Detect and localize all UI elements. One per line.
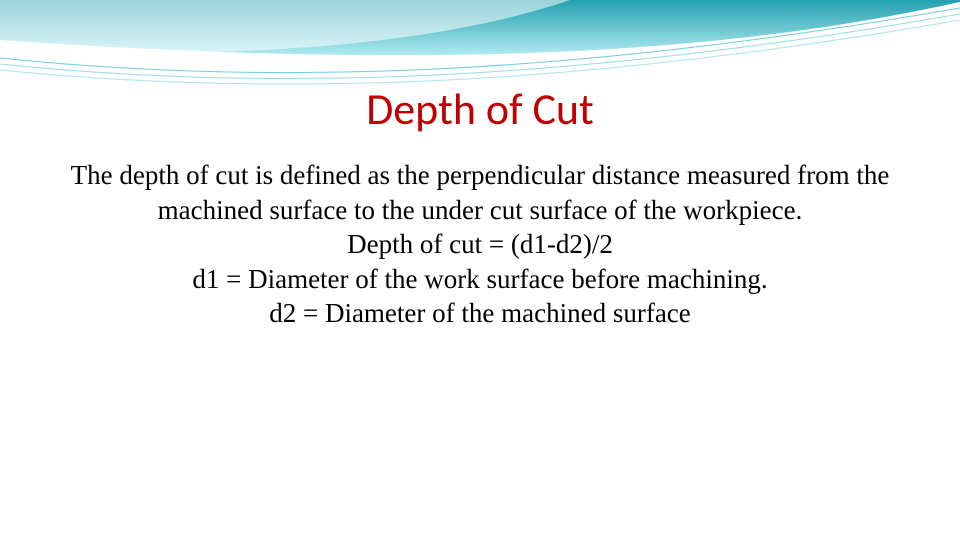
body-line: d2 = Diameter of the machined surface: [60, 296, 900, 331]
body-line: d1 = Diameter of the work surface before…: [60, 262, 900, 297]
slide-title: Depth of Cut: [0, 82, 960, 136]
body-line: Depth of cut = (d1-d2)/2: [60, 227, 900, 262]
slide-body: The depth of cut is defined as the perpe…: [60, 158, 900, 331]
body-line: The depth of cut is defined as the perpe…: [60, 158, 900, 227]
